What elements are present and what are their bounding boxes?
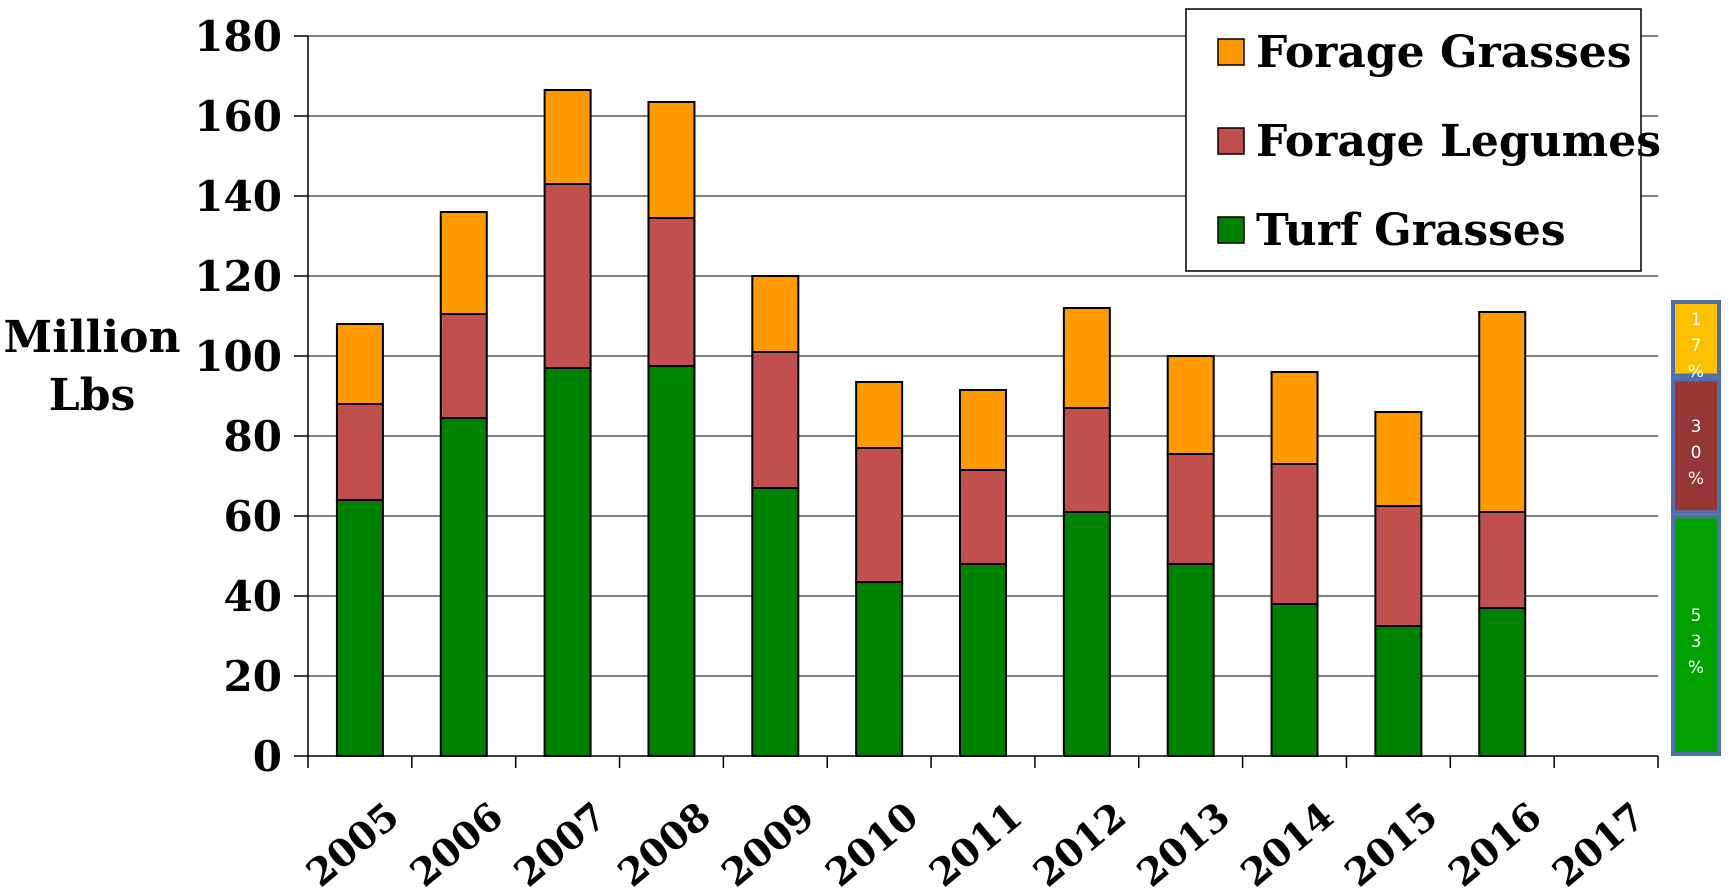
bar-2009-forage-grasses — [751, 275, 800, 353]
bar-2005-forage-grasses — [335, 323, 384, 405]
x-tick-label: 2012 — [1024, 793, 1134, 895]
bar-2008-forage-legumes — [647, 217, 696, 367]
axes — [307, 36, 1658, 757]
legend: Forage Grasses Forage Legumes Turf Grasses — [1185, 8, 1661, 272]
bar-2013-forage-grasses — [1166, 355, 1215, 455]
x-tick-label: 2006 — [401, 793, 511, 895]
share-2017-forage-legumes — [1671, 377, 1721, 515]
bar-2010-turf-grasses — [855, 581, 904, 757]
bar-2010-forage-grasses — [855, 381, 904, 449]
bar-2011-forage-grasses — [959, 389, 1007, 471]
bar-2007-forage-legumes — [543, 183, 592, 369]
bar-2014-forage-grasses — [1270, 371, 1319, 465]
x-tick-label: 2015 — [1336, 793, 1446, 895]
y-tick-label: 80 — [224, 412, 282, 461]
y-axis-label: Million Lbs — [4, 312, 181, 421]
bar-2007-forage-grasses — [543, 89, 592, 185]
x-tick-label: 2017 — [1544, 793, 1654, 895]
bar-2012-forage-grasses — [1062, 307, 1111, 409]
y-axis-ticks: 0 20 40 60 80 100 120 140 160 180 — [194, 12, 308, 781]
share-2017-label: 1 7% — [1688, 310, 1704, 382]
bar-2009-turf-grasses — [751, 487, 800, 757]
share-2017-turf-grasses — [1671, 514, 1721, 756]
legend-label: Forage Grasses — [1256, 27, 1632, 78]
bar-2006-turf-grasses — [439, 417, 488, 757]
bar-2012-turf-grasses — [1062, 511, 1111, 757]
legend-swatch — [1217, 38, 1245, 66]
share-2017-label: 3 0% — [1688, 417, 1704, 489]
bars — [335, 89, 1527, 757]
legend-swatch — [1217, 127, 1245, 155]
bar-2014-forage-legumes — [1270, 463, 1319, 605]
bar-2005-turf-grasses — [335, 499, 384, 757]
bar-2015-turf-grasses — [1374, 625, 1423, 757]
x-tick-label: 2016 — [1440, 793, 1550, 895]
x-tick-label: 2007 — [505, 793, 615, 895]
x-tick-label: 2010 — [817, 793, 927, 895]
x-tick-label: 2014 — [1232, 793, 1342, 895]
y-tick-label: 140 — [194, 172, 282, 221]
bar-2014-turf-grasses — [1270, 603, 1319, 757]
y-tick-label: 160 — [194, 92, 282, 141]
share-2017-forage-grasses — [1671, 300, 1721, 378]
bar-2006-forage-grasses — [439, 211, 488, 315]
bar-2011-forage-legumes — [959, 469, 1007, 565]
bar-2011-turf-grasses — [959, 563, 1007, 757]
legend-label: Turf Grasses — [1256, 205, 1566, 256]
bar-2013-turf-grasses — [1166, 563, 1215, 757]
x-tick-label: 2005 — [297, 793, 407, 895]
bar-2016-turf-grasses — [1478, 607, 1527, 757]
legend-swatch — [1217, 216, 1245, 244]
y-tick-label: 60 — [224, 492, 282, 541]
y-tick-label: 40 — [224, 572, 282, 621]
x-tick-label: 2009 — [713, 793, 823, 895]
share-2017-stack: 5 3 % 3 0 % 1 7% — [1671, 300, 1721, 756]
bar-2013-forage-legumes — [1166, 453, 1215, 565]
y-tick-label: 20 — [224, 652, 282, 701]
x-tick-label: 2008 — [609, 793, 719, 895]
bar-2015-forage-grasses — [1374, 411, 1423, 507]
bar-2016-forage-grasses — [1478, 311, 1527, 513]
y-tick-label: 0 — [253, 732, 282, 781]
y-tick-label: 120 — [194, 252, 282, 301]
x-tick-label: 2013 — [1128, 793, 1238, 895]
bar-2015-forage-legumes — [1374, 505, 1423, 627]
legend-label: Forage Legumes — [1256, 116, 1661, 167]
bar-2006-forage-legumes — [439, 313, 488, 419]
y-tick-label: 180 — [194, 12, 282, 61]
y-axis-label-line-2: Lbs — [49, 370, 135, 421]
bar-2008-forage-grasses — [647, 101, 696, 219]
share-2017-label: 5 3% — [1688, 606, 1704, 678]
y-axis-label-line-1: Million — [4, 312, 181, 363]
x-axis-ticks: 2005200620072008200920102011201220132014… — [297, 756, 1659, 895]
y-tick-label: 100 — [194, 332, 282, 381]
bar-2012-forage-legumes — [1062, 407, 1111, 513]
bar-2010-forage-legumes — [855, 447, 904, 583]
bar-2009-forage-legumes — [751, 351, 800, 489]
x-tick-label: 2011 — [920, 793, 1030, 895]
legend-box — [1185, 8, 1642, 272]
bar-2007-turf-grasses — [543, 367, 592, 757]
bar-2008-turf-grasses — [647, 365, 696, 757]
bar-2005-forage-legumes — [335, 403, 384, 501]
bar-2016-forage-legumes — [1478, 511, 1527, 609]
